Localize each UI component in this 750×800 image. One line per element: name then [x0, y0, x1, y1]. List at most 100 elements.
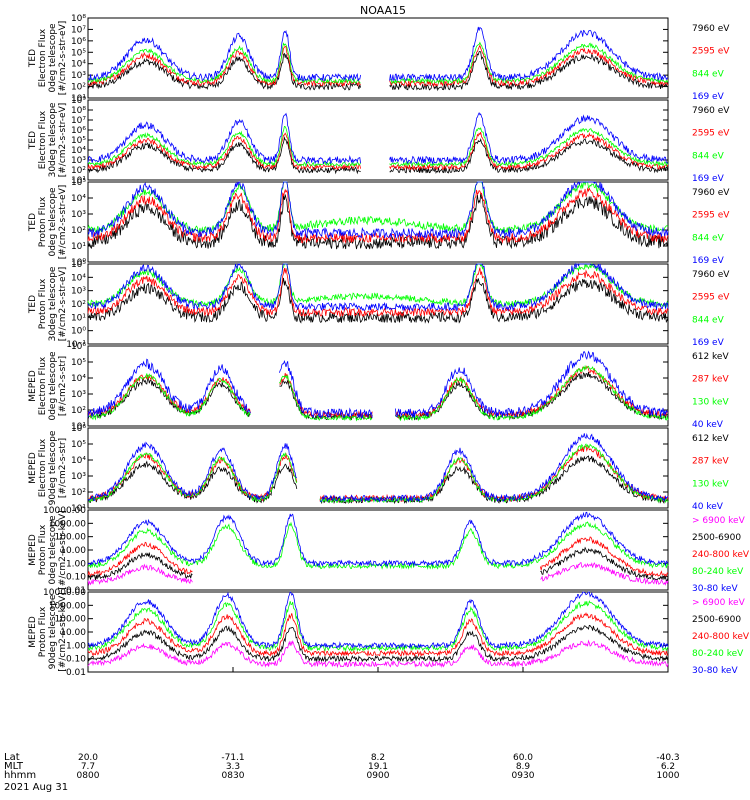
y-tick-label: 100.00 [55, 533, 87, 543]
series-trace [87, 277, 669, 324]
y-tick-label: 10.00 [60, 628, 86, 638]
y-tick-label: 10⁴ [71, 146, 86, 156]
panel-8: 0.01 0.10 1.00 10.00 100.00 1000.00 10000.00ME… [28, 588, 750, 678]
series-trace [87, 600, 669, 653]
y-axis-label: MEPEDProton Flux0deg telescope[#/cm2-s-s… [28, 510, 68, 589]
y-axis-label: TEDProton Flux0deg telescope[#/cm2-s-str… [28, 185, 68, 260]
legend-entry: 169 eV [692, 174, 725, 184]
series-trace [87, 350, 668, 420]
y-tick-label: 0.10 [66, 655, 86, 665]
footer-mlt-value: 19.1 [368, 762, 388, 772]
legend-entry: 80-240 keV [692, 567, 744, 577]
y-tick-label: 1.00 [66, 559, 86, 569]
y-tick-label: 10⁰ [71, 258, 86, 268]
footer-time-value: 0830 [222, 771, 245, 781]
series-trace [87, 364, 669, 422]
y-tick-label: 10⁵ [71, 260, 86, 270]
y-tick-label: 10⁶ [71, 37, 86, 47]
y-tick-label: 10⁸ [71, 106, 86, 116]
legend-entry: 40 keV [692, 502, 724, 512]
y-tick-label: 10² [71, 226, 86, 236]
y-tick-label: 10⁰ [71, 327, 86, 337]
y-tick-label: 10000.00 [43, 506, 86, 516]
legend-entry: 287 keV [692, 457, 729, 467]
legend-entry: 130 keV [692, 479, 729, 489]
legend-entry: 169 eV [692, 256, 725, 266]
y-tick-label: 10¹ [71, 94, 86, 104]
footer-mlt-value: 6.2 [661, 762, 675, 772]
series-trace [87, 125, 669, 168]
legend-entry: 130 keV [692, 397, 729, 407]
panel-frame [87, 99, 669, 181]
legend-entry: 2595 eV [692, 47, 730, 57]
series-trace [87, 445, 669, 503]
legend-entry: 844 eV [692, 151, 725, 161]
y-tick-label: 10⁶ [71, 126, 86, 136]
legend-entry: 7960 eV [692, 188, 730, 198]
y-tick-label: 10² [71, 300, 86, 310]
series-trace [87, 432, 669, 503]
footer-lat-value: 20.0 [78, 753, 98, 763]
panel-frame [87, 181, 669, 263]
footer-time-value: 1000 [657, 771, 680, 781]
legend-entry: 30-80 keV [692, 584, 738, 594]
y-tick-label: 10³ [71, 287, 86, 297]
series-trace [87, 536, 669, 578]
footer-mlt-value: 3.3 [226, 762, 240, 772]
y-tick-label: 10³ [71, 156, 86, 166]
legend-entry: 169 eV [692, 92, 725, 102]
footer-mlt-value: 7.7 [81, 762, 95, 772]
y-tick-label: 10² [71, 488, 86, 498]
series-trace [87, 612, 669, 658]
series-trace [87, 591, 669, 650]
legend-entry: 2595 eV [692, 129, 730, 139]
y-tick-label: 10⁴ [71, 60, 86, 70]
y-tick-label: 10¹ [71, 504, 86, 514]
footer-lat-value: -71.1 [221, 753, 244, 763]
y-tick-label: 10¹ [71, 176, 86, 186]
footer-lat-value: 60.0 [513, 753, 533, 763]
figure-title: NOAA15 [360, 4, 406, 17]
series-trace [87, 455, 669, 505]
y-tick-label: 10⁶ [71, 424, 86, 434]
y-tick-label: 10⁵ [71, 440, 86, 450]
series-trace [87, 521, 669, 570]
y-tick-label: 10² [71, 406, 86, 416]
y-tick-label: 1000.00 [49, 519, 86, 529]
y-tick-label: 10⁵ [71, 48, 86, 58]
legend-entry: 2500-6900 [692, 533, 741, 543]
y-tick-label: 0.01 [66, 586, 86, 596]
footer-label-mlt: MLT [4, 761, 24, 772]
legend-entry: 612 keV [692, 434, 729, 444]
y-tick-label: 10⁹ [71, 96, 86, 106]
y-axis-label: MEPEDElectron Flux90deg telescope[#/cm2-… [28, 430, 68, 505]
y-axis-label: MEPEDElectron Flux0deg telescope[#/cm2-s… [28, 351, 68, 421]
legend-entry: 7960 eV [692, 270, 730, 280]
y-tick-label: 10² [71, 166, 86, 176]
y-tick-label: 10⁴ [71, 273, 86, 283]
legend-entry: > 6900 keV [692, 598, 746, 608]
series-trace [87, 181, 669, 240]
y-tick-label: 10¹ [71, 242, 86, 252]
y-tick-label: 10³ [71, 390, 86, 400]
legend-entry: 7960 eV [692, 106, 730, 116]
y-tick-label: 10⁴ [71, 456, 86, 466]
series-trace [87, 131, 669, 171]
y-tick-label: 10⁶ [71, 342, 86, 352]
y-tick-label: 10⁵ [71, 136, 86, 146]
y-tick-label: 10⁵ [71, 178, 86, 188]
y-tick-label: 10⁷ [71, 25, 86, 35]
y-tick-label: 10³ [71, 472, 86, 482]
legend-entry: 844 eV [692, 69, 725, 79]
y-tick-label: 10³ [71, 210, 86, 220]
series-trace [87, 193, 669, 250]
series-trace [87, 624, 669, 663]
series-trace [87, 111, 669, 165]
y-tick-label: 0.01 [66, 668, 86, 678]
panel-7: 0.01 0.10 1.00 10.00 100.00 1000.00 10000.00ME… [28, 506, 750, 596]
